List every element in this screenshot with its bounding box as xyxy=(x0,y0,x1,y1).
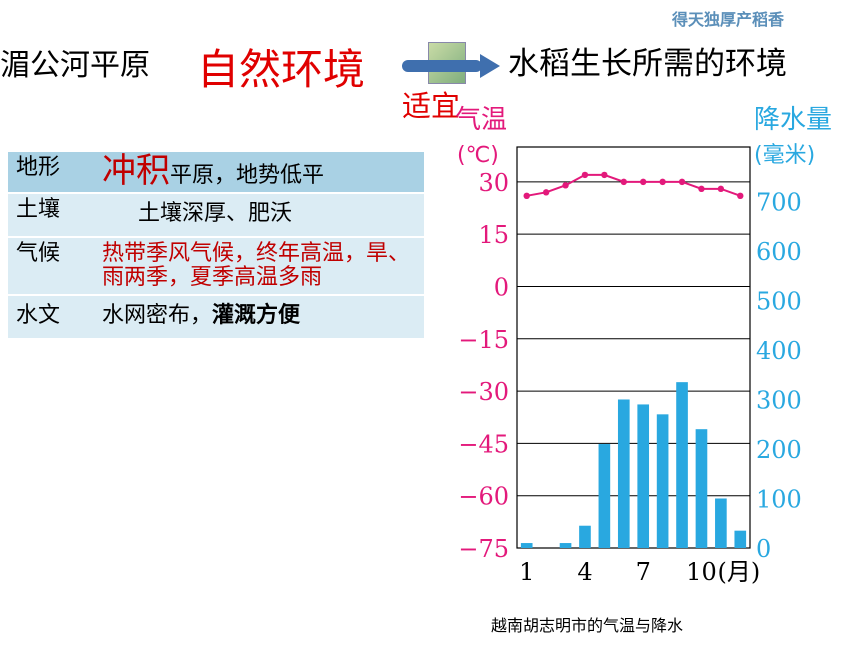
row-key: 气候 xyxy=(8,238,98,294)
row-value: 水网密布，灌溉方便 xyxy=(98,296,424,338)
left-tick-label: 30 xyxy=(478,169,509,197)
hydrology-value: 水网密布， xyxy=(102,303,212,328)
heading-emphasis: 自然环境 xyxy=(197,36,365,97)
right-tick-label: 400 xyxy=(756,337,802,365)
table-row-hydrology: 水文 水网密布，灌溉方便 xyxy=(8,296,424,338)
temperature-point xyxy=(621,179,627,185)
chart-caption: 越南胡志明市的气温与降水 xyxy=(491,612,683,636)
x-tick-label: 1 xyxy=(519,558,534,586)
temperature-point xyxy=(562,182,568,188)
temperature-point xyxy=(524,193,530,199)
left-tick-label: 15 xyxy=(478,221,509,249)
table-row-climate: 气候 热带季风气候，终年高温，旱、雨两季，夏季高温多雨 xyxy=(8,238,424,294)
corner-tag: 得天独厚产稻香 xyxy=(672,6,784,30)
right-axis-unit: (毫米) xyxy=(754,143,815,168)
right-tick-label: 600 xyxy=(756,238,802,266)
table-row-terrain: 地形 冲积平原，地势低平 xyxy=(8,152,424,192)
temperature-point xyxy=(718,186,724,192)
precip-bar xyxy=(676,382,688,548)
left-axis-label: 气温 xyxy=(455,105,507,135)
temperature-line xyxy=(527,175,741,196)
right-tick-label: 300 xyxy=(756,386,802,414)
temperature-point xyxy=(601,172,607,178)
row-value: 热带季风气候，终年高温，旱、雨两季，夏季高温多雨 xyxy=(98,238,424,294)
precip-bar xyxy=(637,404,649,548)
right-tick-label: 200 xyxy=(756,436,802,464)
row-value: 冲积平原，地势低平 xyxy=(98,152,424,192)
right-arrow-icon xyxy=(402,54,502,78)
heading-requirements: 水稻生长所需的环境 xyxy=(508,38,787,83)
plot-frame xyxy=(517,147,750,548)
left-axis-unit: (℃) xyxy=(457,143,499,168)
environment-table: 地形 冲积平原，地势低平 土壤 土壤深厚、肥沃 气候 热带季风气候，终年高温，旱… xyxy=(8,150,424,340)
precip-bar xyxy=(560,543,572,548)
precip-bar xyxy=(599,444,611,548)
row-key: 地形 xyxy=(8,152,98,192)
left-tick-label: 0 xyxy=(494,273,509,301)
terrain-value: 平原，地势低平 xyxy=(170,163,324,188)
x-axis-unit: (月) xyxy=(717,558,760,586)
right-axis-label: 降水量 xyxy=(754,105,832,135)
x-tick-label: 7 xyxy=(636,558,651,586)
precip-bar xyxy=(579,526,591,548)
precip-bar xyxy=(696,429,708,548)
temperature-point xyxy=(640,179,646,185)
precip-bar xyxy=(657,414,669,548)
right-tick-label: 100 xyxy=(756,485,802,513)
precip-bar xyxy=(618,399,630,548)
temperature-point xyxy=(659,179,665,185)
left-tick-label: −45 xyxy=(458,430,509,458)
temperature-point xyxy=(543,189,549,195)
right-tick-label: 500 xyxy=(756,287,802,315)
temperature-point xyxy=(737,193,743,199)
row-key: 土壤 xyxy=(8,194,98,236)
row-value: 土壤深厚、肥沃 xyxy=(98,194,424,236)
row-key: 水文 xyxy=(8,296,98,338)
left-tick-label: −60 xyxy=(458,483,509,511)
left-tick-label: −75 xyxy=(458,535,509,563)
climate-chart: 30 15 0 −15 −30 −45 −60 −75 700 600 500 400 300 200 10… xyxy=(440,100,860,590)
precip-bar xyxy=(734,531,746,548)
temperature-point xyxy=(698,186,704,192)
table-row-soil: 土壤 土壤深厚、肥沃 xyxy=(8,194,424,236)
terrain-emphasis: 冲积 xyxy=(102,151,170,191)
x-tick-label: 10 xyxy=(686,558,717,586)
hydrology-bold: 灌溉方便 xyxy=(212,303,300,328)
left-tick-label: −15 xyxy=(458,326,509,354)
precip-bar xyxy=(521,543,533,548)
temperature-point xyxy=(582,172,588,178)
x-tick-label: 4 xyxy=(577,558,592,586)
right-tick-label: 700 xyxy=(756,188,802,216)
left-tick-label: −30 xyxy=(458,378,509,406)
temperature-point xyxy=(679,179,685,185)
heading-plain: 湄公河平原 xyxy=(0,40,150,84)
precip-bar xyxy=(715,498,727,548)
